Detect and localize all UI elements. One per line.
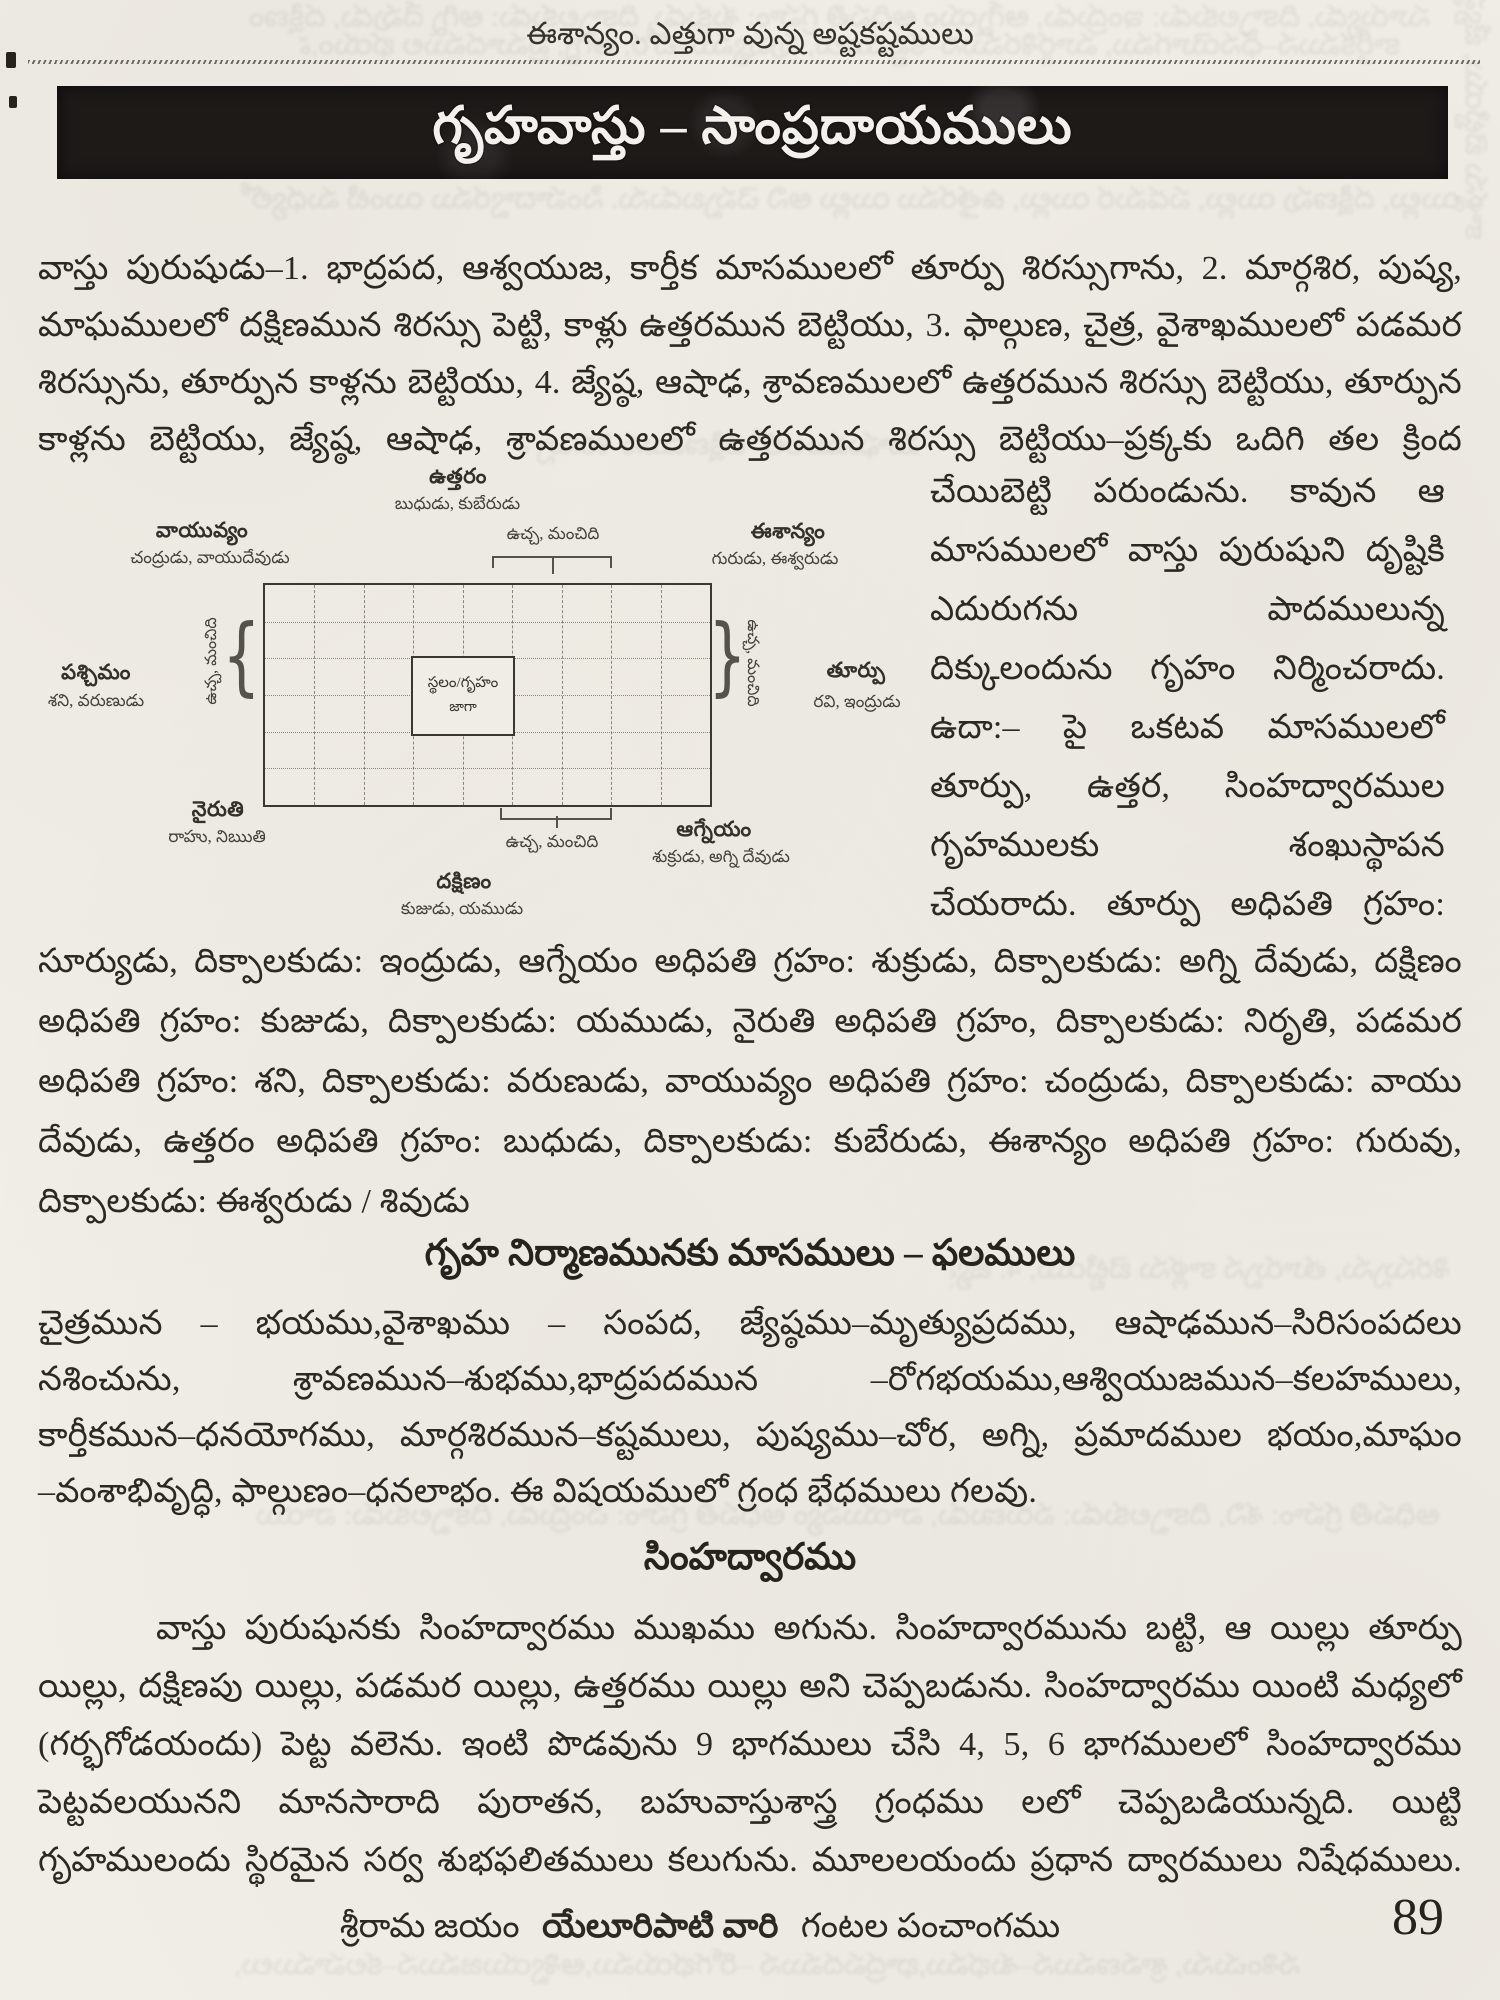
plot-house-sublabel: జాగా [449, 699, 477, 715]
diagram-east-label: తూర్పు [826, 658, 886, 682]
vastu-grid: స్థలం/గృహం జాగా [263, 583, 712, 807]
paragraph-line: చేయిబెట్టి పరుండును. కావున ఆ [930, 473, 1445, 510]
paragraph-line: దేవుడు, ఉత్తరం అధిపతి గ్రహం: బుధుడు, దిక… [38, 1123, 1462, 1160]
paragraph-line: పెట్టవలయునని మానసారాది పురాతన, బహువాస్తు… [38, 1784, 1462, 1821]
decorative-rule [28, 60, 1480, 64]
diagram-southeast-deities: శుక్రుడు, అగ్ని దేవుడు [652, 847, 790, 866]
paragraph-line: గృహములందు స్థిరమైన సర్వ శుభఫలితములు కలుగ… [38, 1842, 1462, 1879]
paragraph-line: –వంశాభివృద్ధి, ఫాల్గుణం–ధనలాభం. ఈ విషయము… [38, 1473, 1038, 1510]
paragraph-line: గృహములకు శంఖుస్థాపన [930, 827, 1445, 864]
diagram-south-label: దక్షిణం [436, 869, 492, 893]
diagram-southwest-deities: రాహు, నిఋతి [168, 827, 266, 846]
paragraph-line: అధిపతి గ్రహం: శని, దిక్పాలకుడు: వరుణుడు,… [38, 1063, 1462, 1100]
bracket-tick [556, 816, 558, 828]
paragraph-line: కాళ్లను బెట్టియు, జ్యేష్ఠ, ఆషాఢ, శ్రావణమ… [38, 421, 1462, 458]
scan-artifact [9, 96, 17, 108]
diagram-southeast-label: ఆగ్నేయం [676, 817, 752, 841]
plot-house-label: స్థలం/గృహం [427, 674, 499, 691]
months-paragraph: చైత్రమున – భయము,వైశాఖము – సంపద, జ్యేష్ఠమ… [38, 1296, 1462, 1520]
adhipati-paragraph: సూర్యుడు, దిక్పాలకుడు: ఇంద్రుడు, ఆగ్నేయం… [38, 932, 1462, 1232]
diagram-west-label: పశ్చిమం [61, 660, 131, 684]
diagram-right-bracket-label: ఉచ్చ, మంచిది [744, 619, 761, 707]
top-bracket [492, 556, 612, 574]
paragraph-line: తూర్పు, ఉత్తర, సింహద్వారముల [930, 768, 1445, 805]
footer-prefix: శ్రీరామ జయం [339, 1908, 520, 1945]
diagram-northeast-label: ఈశాన్యం [750, 519, 826, 543]
paragraph-line: సూర్యుడు, దిక్పాలకుడు: ఇంద్రుడు, ఆగ్నేయం… [38, 943, 1462, 980]
paragraph-line: వాస్తు పురుషుడు–1. భాద్రపద, ఆశ్వయుజ, కార… [38, 250, 1462, 287]
paragraph-line: చైత్రమున – భయము,వైశాఖము – సంపద, జ్యేష్ఠమ… [38, 1305, 1462, 1342]
chapter-title-banner: గృహవాస్తు – సాంప్రదాయములు [57, 86, 1448, 179]
left-bracket: { [222, 606, 261, 706]
diagram-north-label: ఉత్తరం [429, 464, 487, 488]
paragraph-line: ఉదా:– పై ఒకటవ మాసములలో [930, 709, 1445, 746]
diagram-north-deities: బుధుడు, కుబేరుడు [394, 494, 521, 513]
paragraph-line: కార్తీకమున–ధనయోగము, మార్గశిరమున–కష్టములు… [38, 1417, 1462, 1454]
paragraph-line: దిక్కులందును గృహం నిర్మించరాదు. [930, 650, 1445, 687]
paragraph-line: (గర్భగోడయందు) పెట్ట వలెను. ఇంటి పొడవును … [38, 1726, 1462, 1763]
diagram-southwest-label: నైరుతి [191, 797, 245, 821]
page-number: 89 [1392, 1889, 1444, 1946]
diagram-top-bracket-label: ఉచ్చ, మంచిది [506, 524, 600, 543]
plot-house-box: స్థలం/గృహం జాగా [411, 656, 515, 736]
paragraph-line: చేయరాదు. తూర్పు అధిపతి గ్రహం: [930, 886, 1445, 923]
grid-line-horizontal [265, 768, 710, 769]
paragraph-line: మాసములలో వాస్తు పురుషుని దృష్టికి [930, 532, 1445, 569]
scan-artifact [6, 52, 16, 68]
paragraph-line: దిక్పాలకుడు: ఈశ్వరుడు / శివుడు [38, 1183, 470, 1220]
paragraph-line: ఎదురుగను పాదములున్న [930, 591, 1445, 628]
paragraph-line: యిల్లు, దక్షిణపు యిల్లు, పడమర యిల్లు, ఉత… [38, 1668, 1462, 1705]
running-head: ఈశాన్యం. ఎత్తుగా వున్న అష్టకష్టములు [526, 16, 974, 51]
paragraph-line: అధిపతి గ్రహం: కుజుడు, దిక్పాలకుడు: యముడు… [38, 1003, 1462, 1040]
paragraph-line: మాఘములలో దక్షిణమున శిరస్సు పెట్టి, కాళ్ల… [38, 307, 1462, 344]
page-footer: శ్రీరామ జయం యేలూరిపాటి వారి గంటల పంచాంగమ… [100, 1908, 1300, 1954]
diagram-left-bracket-label: ఉచ్చ, మంచిది [203, 617, 220, 705]
months-section-heading: గృహ నిర్మాణమునకు మాసములు – ఫలములు [424, 1233, 1076, 1274]
bracket-tick [552, 558, 554, 574]
diagram-northwest-deities: చంద్రుడు, వాయుదేవుడు [130, 548, 290, 567]
intro-paragraph: వాస్తు పురుషుడు–1. భాద్రపద, ఆశ్వయుజ, కార… [38, 240, 1462, 468]
footer-suffix: గంటల పంచాంగము [800, 1908, 1061, 1945]
diagram-west-deities: శని, వరుణుడు [47, 691, 145, 710]
paragraph-line: శిరస్సును, తూర్పున కాళ్లను బెట్టియు, 4. … [38, 364, 1462, 401]
chapter-title: గృహవాస్తు – సాంప్రదాయములు [432, 97, 1073, 155]
bottom-bracket [500, 808, 612, 828]
diagram-east-deities: రవి, ఇంద్రుడు [813, 692, 901, 711]
paragraph-line: నశించును, శ్రావణమున–శుభము,భాద్రపదమున –రో… [38, 1361, 1462, 1398]
grid-line-horizontal [265, 622, 710, 623]
paragraph-line: వాస్తు పురుషునకు సింహద్వారము ముఖము అగును… [156, 1610, 1462, 1647]
diagram-south-deities: కుజుడు, యముడు [400, 899, 524, 918]
simhadwaram-section-heading: సింహద్వారము [643, 1537, 857, 1578]
footer-publisher: యేలూరిపాటి వారి [542, 1908, 779, 1945]
simhadwaram-paragraph: వాస్తు పురుషునకు సింహద్వారము ముఖము అగును… [38, 1600, 1462, 1890]
diagram-northeast-deities: గురుడు, ఈశ్వరుడు [711, 549, 839, 568]
diagram-bottom-bracket-label: ఉచ్చ, మంచిది [505, 832, 599, 851]
wrap-right-paragraph: చేయిబెట్టి పరుండును. కావున ఆ మాసములలో వా… [930, 462, 1445, 934]
right-bracket: } [708, 606, 747, 706]
diagram-northwest-label: వాయువ్యం [155, 518, 249, 542]
